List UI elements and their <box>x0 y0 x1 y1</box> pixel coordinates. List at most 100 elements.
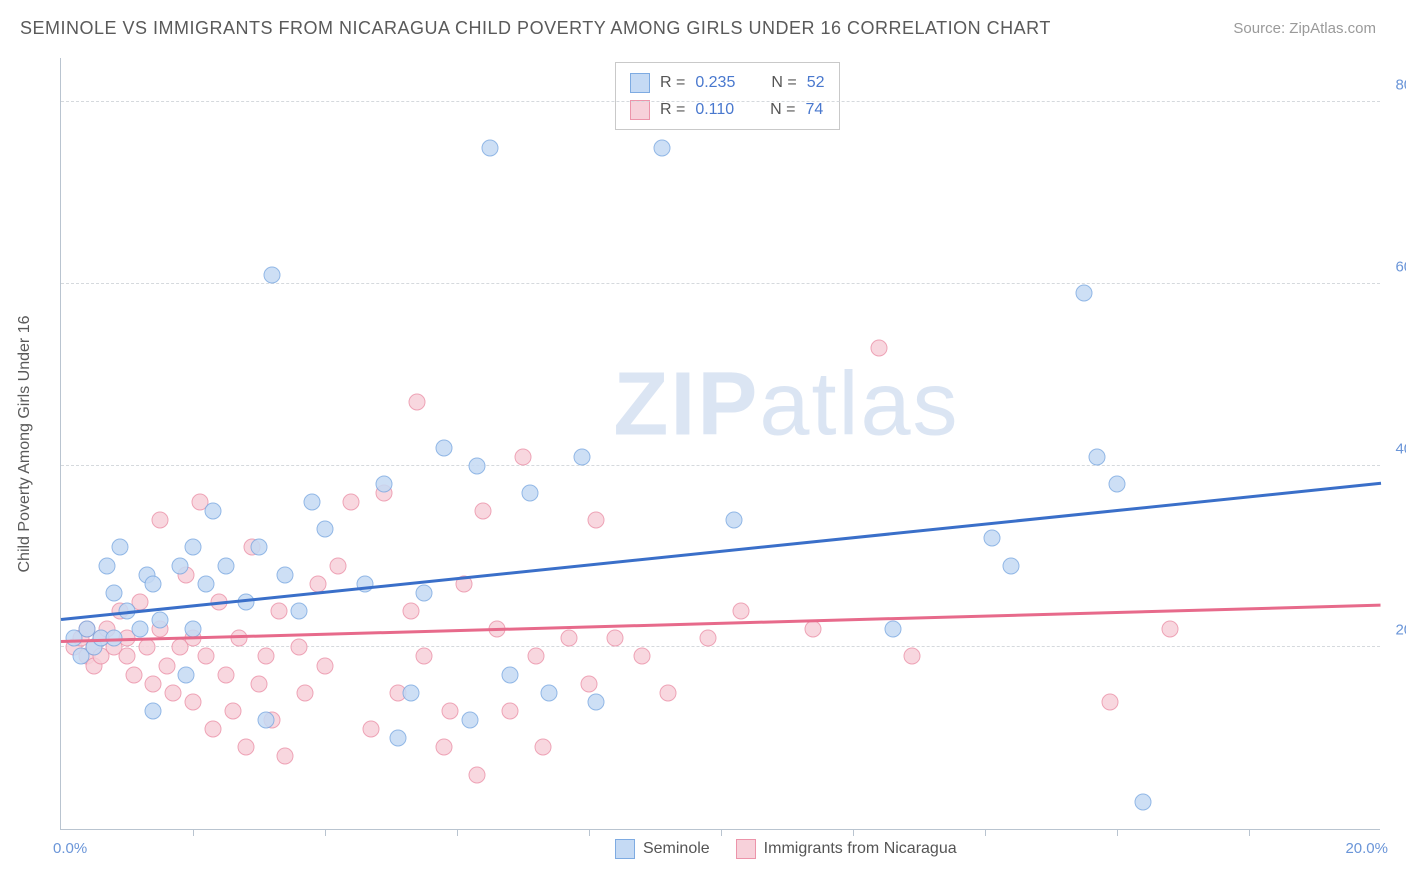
data-point <box>251 675 268 692</box>
data-point <box>1089 448 1106 465</box>
data-point <box>983 530 1000 547</box>
data-point <box>468 457 485 474</box>
n-value: 74 <box>806 96 824 123</box>
data-point <box>145 675 162 692</box>
data-point <box>185 693 202 710</box>
data-point <box>726 512 743 529</box>
data-point <box>1076 285 1093 302</box>
x-tick <box>721 829 722 836</box>
source-link[interactable]: ZipAtlas.com <box>1289 20 1376 37</box>
chart-plot-area: Child Poverty Among Girls Under 16 ZIPat… <box>60 58 1380 830</box>
gridline <box>61 101 1380 102</box>
data-point <box>145 702 162 719</box>
data-point <box>501 666 518 683</box>
legend-swatch <box>630 73 650 93</box>
data-point <box>699 630 716 647</box>
data-point <box>587 512 604 529</box>
data-point <box>462 712 479 729</box>
data-point <box>376 475 393 492</box>
data-point <box>409 394 426 411</box>
data-point <box>105 584 122 601</box>
data-point <box>257 648 274 665</box>
data-point <box>475 503 492 520</box>
legend-item: Seminole <box>615 839 710 859</box>
data-point <box>165 684 182 701</box>
data-point <box>534 739 551 756</box>
data-point <box>290 603 307 620</box>
data-point <box>317 657 334 674</box>
data-point <box>515 448 532 465</box>
data-point <box>145 575 162 592</box>
data-point <box>435 439 452 456</box>
data-point <box>290 639 307 656</box>
data-point <box>218 557 235 574</box>
data-point <box>561 630 578 647</box>
x-tick <box>985 829 986 836</box>
n-label: N = <box>770 96 795 123</box>
chart-title: SEMINOLE VS IMMIGRANTS FROM NICARAGUA CH… <box>20 18 1051 39</box>
x-tick <box>1249 829 1250 836</box>
data-point <box>204 721 221 738</box>
data-point <box>1161 621 1178 638</box>
data-point <box>204 503 221 520</box>
data-point <box>112 539 129 556</box>
source-label: Source: <box>1233 20 1289 37</box>
data-point <box>528 648 545 665</box>
data-point <box>416 648 433 665</box>
correlation-legend: R = 0.235N = 52R = 0.110N = 74 <box>615 62 840 130</box>
legend-row: R = 0.235N = 52 <box>630 69 825 96</box>
legend-item: Immigrants from Nicaragua <box>736 839 957 859</box>
series-legend: Seminole Immigrants from Nicaragua <box>615 839 957 859</box>
r-label: R = <box>660 69 685 96</box>
watermark: ZIPatlas <box>613 353 959 456</box>
x-tick <box>1117 829 1118 836</box>
y-tick-label: 40.0% <box>1395 440 1406 457</box>
source-attribution: Source: ZipAtlas.com <box>1233 20 1376 37</box>
data-point <box>152 512 169 529</box>
data-point <box>317 521 334 538</box>
x-tick <box>325 829 326 836</box>
data-point <box>264 266 281 283</box>
trend-line <box>61 604 1381 643</box>
data-point <box>171 557 188 574</box>
data-point <box>1109 475 1126 492</box>
x-axis-max-label: 20.0% <box>1345 840 1388 857</box>
data-point <box>402 603 419 620</box>
data-point <box>158 657 175 674</box>
data-point <box>363 721 380 738</box>
data-point <box>185 621 202 638</box>
data-point <box>198 648 215 665</box>
data-point <box>277 748 294 765</box>
data-point <box>389 730 406 747</box>
data-point <box>653 139 670 156</box>
data-point <box>343 494 360 511</box>
data-point <box>871 339 888 356</box>
x-axis-min-label: 0.0% <box>53 840 87 857</box>
data-point <box>231 630 248 647</box>
data-point <box>125 666 142 683</box>
data-point <box>482 139 499 156</box>
x-tick <box>853 829 854 836</box>
y-tick-label: 60.0% <box>1395 259 1406 276</box>
n-label: N = <box>771 69 796 96</box>
data-point <box>132 621 149 638</box>
data-point <box>218 666 235 683</box>
watermark-atlas: atlas <box>759 354 959 454</box>
legend-row: R = 0.110N = 74 <box>630 96 825 123</box>
r-value: 0.235 <box>695 69 735 96</box>
data-point <box>1003 557 1020 574</box>
watermark-zip: ZIP <box>613 354 759 454</box>
data-point <box>732 603 749 620</box>
data-point <box>1102 693 1119 710</box>
data-point <box>119 648 136 665</box>
gridline <box>61 465 1380 466</box>
r-value: 0.110 <box>695 96 734 123</box>
x-tick <box>457 829 458 836</box>
data-point <box>224 702 241 719</box>
data-point <box>521 484 538 501</box>
legend-label: Immigrants from Nicaragua <box>764 840 957 858</box>
data-point <box>884 621 901 638</box>
gridline <box>61 646 1380 647</box>
data-point <box>185 539 202 556</box>
data-point <box>198 575 215 592</box>
